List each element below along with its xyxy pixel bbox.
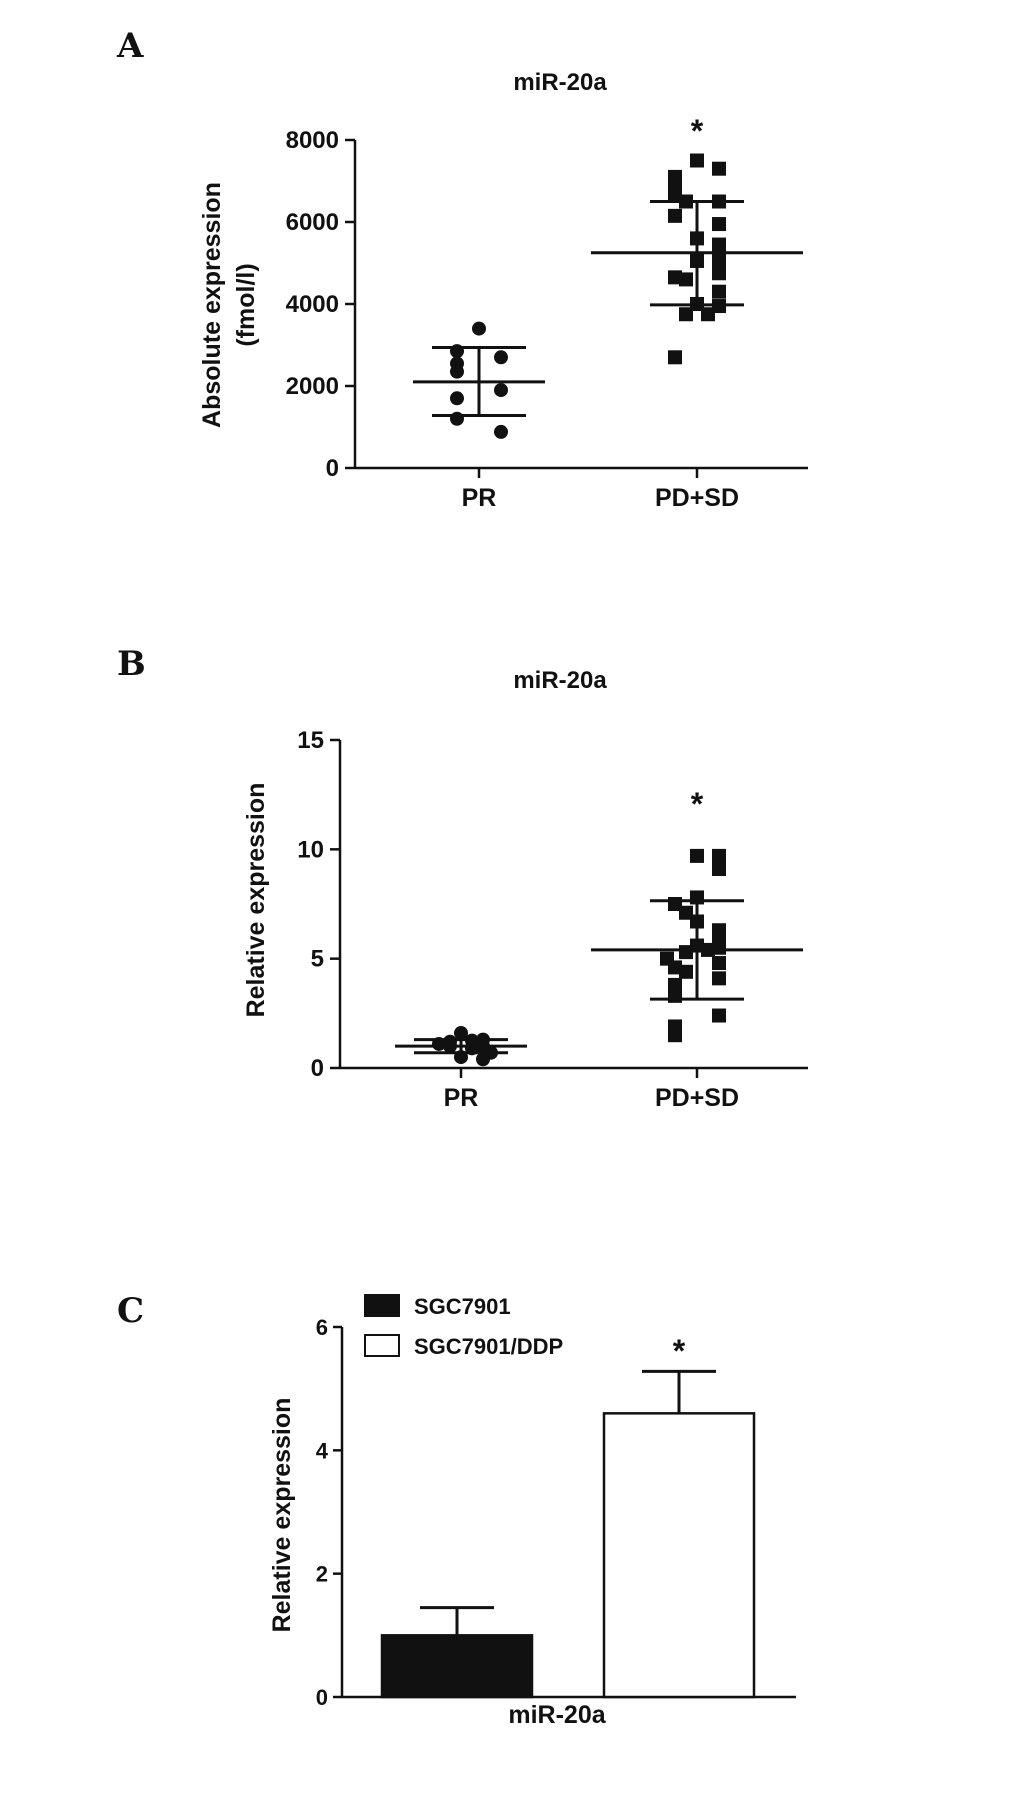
panel-c: C Relative expression miR-20a SGC7901 SG… [117, 1291, 796, 1729]
point-a-0-2 [494, 350, 508, 365]
y-tick-label-a-4000: 4000 [286, 291, 339, 318]
point-a-1-21 [679, 307, 693, 322]
x-tick-label-b-0: PR [444, 1084, 479, 1112]
x-axis-label-c: miR-20a [508, 1701, 606, 1729]
point-a-1-2 [712, 161, 726, 176]
legend-label-sgc7901: SGC7901 [414, 1294, 511, 1319]
y-tick-label-b-10: 10 [297, 836, 324, 863]
panel-letter-c: C [117, 1291, 144, 1331]
point-a-0-8 [494, 424, 508, 439]
point-b-1-5 [679, 905, 693, 920]
panel-b: B miR-20a Relative expression 0 5 10 15 PR PD… [117, 644, 808, 1112]
plot-area-a: 0 2000 4000 6000 8000 PR PD+SD * [286, 113, 808, 512]
point-b-1-7 [712, 923, 726, 938]
y-tick-label-a-2000: 2000 [286, 373, 339, 400]
panel-a: A miR-20a Absolute expression (fmol/l) 0… [116, 26, 808, 512]
point-b-1-2 [712, 862, 726, 877]
point-a-0-0 [472, 321, 486, 336]
y-tick-label-a-6000: 6000 [286, 209, 339, 236]
point-b-1-14 [712, 956, 726, 971]
legend-swatch-sgc7901-ddp [364, 1334, 400, 1357]
point-a-0-6 [450, 391, 464, 406]
y-tick-label-b-0: 0 [311, 1055, 324, 1082]
point-b-1-17 [712, 971, 726, 986]
point-b-1-22 [668, 1028, 682, 1043]
point-b-1-20 [712, 1008, 726, 1023]
point-a-1-7 [668, 208, 682, 223]
x-tick-label-b-1: PD+SD [655, 1084, 739, 1112]
x-tick-label-a-0: PR [462, 484, 497, 512]
point-b-1-12 [679, 945, 693, 960]
y-tick-label-c-4: 4 [316, 1438, 329, 1463]
point-a-1-20 [701, 307, 715, 322]
significance-star-b: * [691, 786, 704, 822]
y-tick-label-c-2: 2 [316, 1562, 328, 1587]
y-tick-label-c-0: 0 [316, 1685, 328, 1710]
point-a-0-4 [450, 364, 464, 379]
point-a-1-17 [712, 284, 726, 299]
point-a-1-4 [668, 186, 682, 201]
point-a-1-15 [668, 270, 682, 285]
panel-letter-a: A [116, 26, 144, 66]
point-b-1-1 [712, 848, 726, 863]
significance-star-a: * [691, 113, 704, 149]
panel-letter-b: B [117, 644, 146, 684]
y-tick-label-b-5: 5 [311, 946, 324, 973]
y-axis-label-a-line1: Absolute expression [198, 182, 226, 428]
y-tick-label-a-0: 0 [326, 455, 339, 482]
point-b-1-18 [668, 977, 682, 992]
x-tick-label-a-1: PD+SD [655, 484, 739, 512]
significance-star-c: * [673, 1333, 686, 1369]
point-b-1-19 [668, 988, 682, 1003]
legend-c: SGC7901 SGC7901/DDP [364, 1294, 563, 1359]
point-b-1-15 [668, 960, 682, 975]
point-a-0-5 [494, 383, 508, 398]
point-a-1-8 [712, 217, 726, 232]
y-axis-label-b: Relative expression [242, 783, 270, 1018]
y-tick-label-a-8000: 8000 [286, 127, 339, 154]
legend-label-sgc7901-ddp: SGC7901/DDP [414, 1334, 563, 1359]
point-a-0-7 [450, 411, 464, 426]
plot-area-c: 0 2 4 6 * [316, 1315, 796, 1710]
chart-title-b: miR-20a [513, 667, 607, 694]
plot-area-b: 0 5 10 15 PR PD+SD * [297, 727, 808, 1112]
point-b-1-0 [690, 848, 704, 863]
point-a-1-16 [679, 272, 693, 287]
y-axis-label-a-line2: (fmol/l) [232, 263, 260, 346]
point-a-1-22 [668, 350, 682, 365]
point-b-0-10 [476, 1052, 490, 1067]
legend-swatch-sgc7901 [364, 1294, 400, 1317]
y-axis-label-c: Relative expression [268, 1398, 296, 1633]
bar-c-0 [380, 1634, 534, 1699]
point-b-0-0 [454, 1026, 468, 1041]
y-tick-label-c-6: 6 [316, 1315, 328, 1340]
point-a-1-0 [690, 153, 704, 168]
y-tick-label-b-15: 15 [297, 727, 324, 754]
point-a-1-14 [712, 266, 726, 281]
point-b-1-16 [679, 964, 693, 979]
bar-c-1 [602, 1412, 756, 1699]
chart-title-a: miR-20a [513, 69, 607, 96]
